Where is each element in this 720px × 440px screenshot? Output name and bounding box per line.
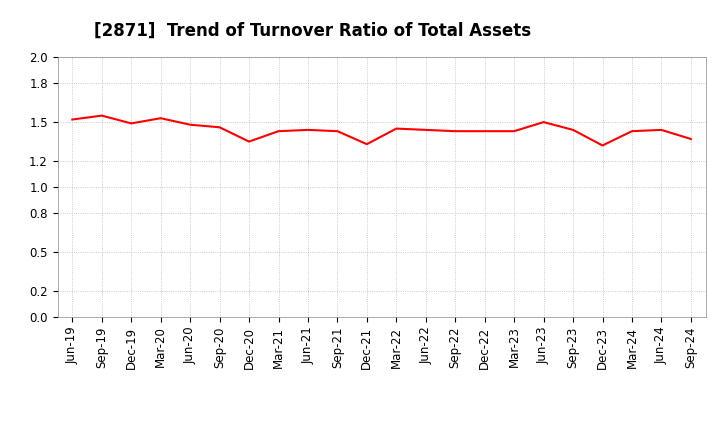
- Text: [2871]  Trend of Turnover Ratio of Total Assets: [2871] Trend of Turnover Ratio of Total …: [94, 22, 531, 40]
